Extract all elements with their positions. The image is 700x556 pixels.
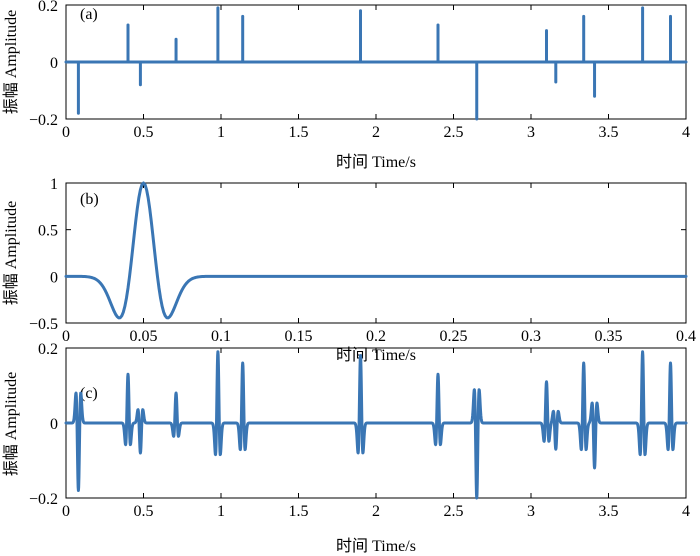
y-tick-label-a-1: 0 xyxy=(50,55,58,72)
x-tick-label-c-6: 3 xyxy=(527,503,535,520)
plot-frame-b xyxy=(65,182,687,324)
panel-label-c: (c) xyxy=(80,385,98,402)
x-tick-label-a-7: 3.5 xyxy=(599,124,619,141)
x-tick-label-c-2: 1 xyxy=(217,503,225,520)
x-tick-label-b-2: 0.1 xyxy=(211,328,231,345)
x-tick-label-b-8: 0.4 xyxy=(676,328,696,345)
y-tick-labels-c: −0.2 0 0.2 xyxy=(29,341,58,508)
x-tick-label-b-0: 0 xyxy=(62,328,70,345)
y-tick-label-b-2: 0.5 xyxy=(38,223,58,240)
x-tick-label-b-5: 0.25 xyxy=(440,328,468,345)
x-tick-label-a-6: 3 xyxy=(527,124,535,141)
series-b xyxy=(64,181,688,320)
x-tick-label-c-1: 0.5 xyxy=(134,503,154,520)
x-tick-labels-b: 0 0.05 0.1 0.15 0.2 0.25 0.3 0.35 0.4 xyxy=(62,328,696,345)
x-tick-label-b-4: 0.2 xyxy=(366,328,386,345)
x-tick-label-c-4: 2 xyxy=(372,503,380,520)
x-tick-label-c-5: 2.5 xyxy=(444,503,464,520)
y-axis-label-c: 振幅 Amplitude xyxy=(2,372,20,476)
y-tick-labels-a: −0.2 0 0.2 xyxy=(29,0,58,129)
y-axis-label-b: 振幅 Amplitude xyxy=(2,201,20,305)
x-axis-label-b: 时间 Time/s xyxy=(336,346,416,364)
x-axis-label-c: 时间 Time/s xyxy=(336,537,416,555)
panel-label-b: (b) xyxy=(80,191,99,208)
x-tick-label-a-5: 2.5 xyxy=(444,124,464,141)
tick-marks-b xyxy=(65,182,687,324)
convolved-trace-line xyxy=(64,350,688,500)
x-tick-labels-c: 0 0.5 1 1.5 2 2.5 3 3.5 4 xyxy=(62,503,690,520)
x-tick-label-a-8: 4 xyxy=(682,124,690,141)
y-axis-label-a: 振幅 Amplitude xyxy=(2,10,20,114)
x-tick-label-b-6: 0.3 xyxy=(521,328,541,345)
x-tick-label-c-0: 0 xyxy=(62,503,70,520)
y-tick-label-b-3: 1 xyxy=(50,176,58,193)
x-tick-label-c-3: 1.5 xyxy=(289,503,309,520)
wavelet-line xyxy=(64,181,688,320)
x-tick-label-a-4: 2 xyxy=(372,124,380,141)
x-tick-label-c-7: 3.5 xyxy=(599,503,619,520)
x-tick-label-a-0: 0 xyxy=(62,124,70,141)
y-tick-label-b-0: −0.5 xyxy=(29,316,58,333)
panel-label-a: (a) xyxy=(80,6,98,23)
y-tick-label-c-2: 0.2 xyxy=(38,341,58,358)
x-axis-label-a: 时间 Time/s xyxy=(336,153,416,171)
y-tick-label-a-0: −0.2 xyxy=(29,112,58,129)
x-tick-label-b-1: 0.05 xyxy=(130,328,158,345)
x-tick-label-a-1: 0.5 xyxy=(134,124,154,141)
y-tick-label-c-1: 0 xyxy=(50,416,58,433)
y-tick-label-a-2: 0.2 xyxy=(38,0,58,15)
y-tick-label-b-1: 0 xyxy=(50,269,58,286)
x-tick-label-a-2: 1 xyxy=(217,124,225,141)
chart-panel-c: (c) 0 0.5 1 1.5 2 2.5 3 3.5 4 −0.200.2 时间 Time/s… xyxy=(2,341,690,555)
chart-panel-b: (b) 0 0.05 0.1 0.15 0.2 0.25 0.3 0.35 0.4 −0.500… xyxy=(2,176,696,364)
y-tick-label-c-0: −0.2 xyxy=(29,491,58,508)
x-tick-labels-a: 0 0.5 1 1.5 2 2.5 3 3.5 4 xyxy=(62,124,690,141)
series-a xyxy=(64,6,688,121)
x-tick-label-b-3: 0.15 xyxy=(285,328,313,345)
x-tick-label-c-8: 4 xyxy=(682,503,690,520)
x-tick-label-b-7: 0.35 xyxy=(595,328,623,345)
y-tick-labels-b: −0.5 0 0.5 1 xyxy=(29,176,58,333)
series-c xyxy=(64,350,688,500)
x-tick-label-a-3: 1.5 xyxy=(289,124,309,141)
chart-panel-a: (a) 0 0.5 1 1.5 2 2.5 3 3.5 4 −0.200.2 时间 Time/s… xyxy=(2,0,690,171)
